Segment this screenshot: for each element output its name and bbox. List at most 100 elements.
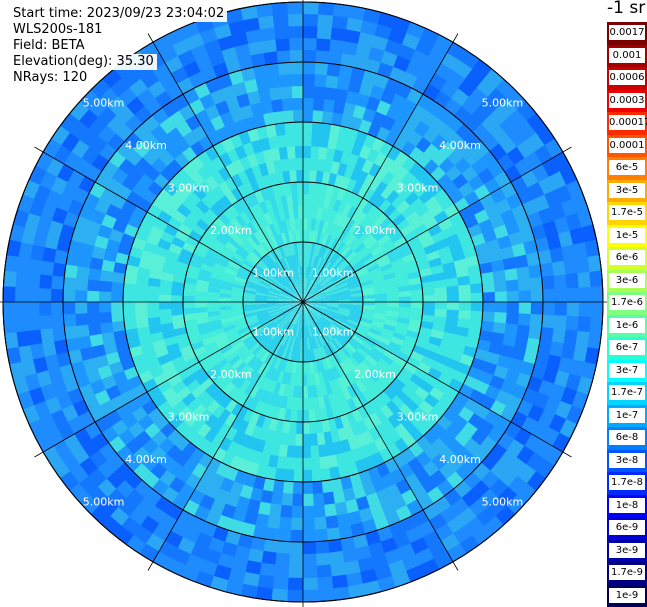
range-gate [287,577,303,591]
range-gate [38,314,53,330]
range-gate [408,146,425,163]
range-gate [285,372,292,386]
range-gate [495,505,516,526]
range-gate [393,409,408,424]
range-gate [35,151,54,172]
range-gate [271,98,284,113]
range-gate [198,355,213,368]
range-gate [263,211,274,226]
range-gate [362,290,376,296]
range-gate [472,59,493,79]
range-gate [98,496,119,517]
range-gate [225,492,240,508]
range-gate [35,369,52,388]
range-gate [186,398,202,413]
range-gate [518,302,532,315]
range-gate [313,194,321,208]
range-gate [309,421,317,435]
range-gate [266,296,280,300]
range-gate [255,175,267,190]
range-gate [324,381,333,396]
range-gate [272,248,282,261]
range-gate [244,314,258,321]
range-gate [318,146,328,160]
scale-label: 6e-6 [609,250,645,265]
range-gate [362,298,376,303]
range-gate [188,361,203,375]
range-gate [218,151,233,167]
range-gate [308,193,315,207]
range-gate [304,253,309,267]
range-gate [277,528,292,543]
range-gate [500,246,515,260]
range-gate [326,292,339,298]
range-gate [204,175,219,191]
range-gate [321,110,334,125]
range-gate [157,209,173,224]
range-gate [354,458,368,474]
range-gate [299,289,303,302]
range-gate [101,331,116,345]
range-gate [298,373,303,387]
range-gate [409,283,423,291]
range-gate [220,316,234,324]
range-gate [246,339,259,351]
range-gate [303,277,306,291]
range-gate [228,237,241,250]
range-gate [287,348,293,362]
range-gate [254,296,268,301]
range-gate [264,527,280,542]
range-gate [287,157,297,171]
range-gate [90,505,111,525]
range-gate [124,327,139,340]
scale-cell: 3e-8 [607,449,647,472]
range-gate [121,68,142,88]
range-gate [302,529,316,543]
range-gate [356,326,370,335]
range-label: 5.00km [482,495,524,508]
range-gate [400,417,416,434]
range-gate [324,356,333,370]
range-gate [338,296,352,301]
range-gate [250,268,263,278]
range-gate [371,245,384,257]
range-gate [448,211,464,226]
range-gate [292,205,299,219]
range-gate [324,311,337,319]
range-gate [209,369,223,383]
range-gate [551,328,567,344]
range-gate [243,473,257,488]
range-gate [341,374,352,389]
range-gate [74,372,91,389]
range-gate [548,414,567,434]
range-gate [414,339,429,350]
range-gate [182,295,196,302]
range-gate [534,440,553,460]
range-gate [304,265,307,279]
range-gate [327,454,338,469]
range-gate [224,162,238,178]
range-gate [515,372,532,389]
range-gate [359,248,372,260]
range-gate [303,297,315,302]
range-gate [217,253,231,264]
range-gate [172,274,186,284]
range-gate [270,491,283,506]
range-gate [304,325,307,339]
range-gate [578,302,592,318]
range-gate [320,276,331,286]
range-gate [351,352,363,365]
range-gate [253,400,265,415]
range-gate [526,132,546,153]
range-gate [258,200,269,215]
range-gate [384,39,403,56]
range-gate [315,334,323,348]
range-gate [300,289,303,302]
range-gate [341,328,354,338]
range-gate [179,247,194,259]
range-gate [128,506,148,526]
range-gate [487,497,507,517]
range-gate [224,426,238,442]
range-gate [293,302,303,311]
range-gate [279,305,292,311]
